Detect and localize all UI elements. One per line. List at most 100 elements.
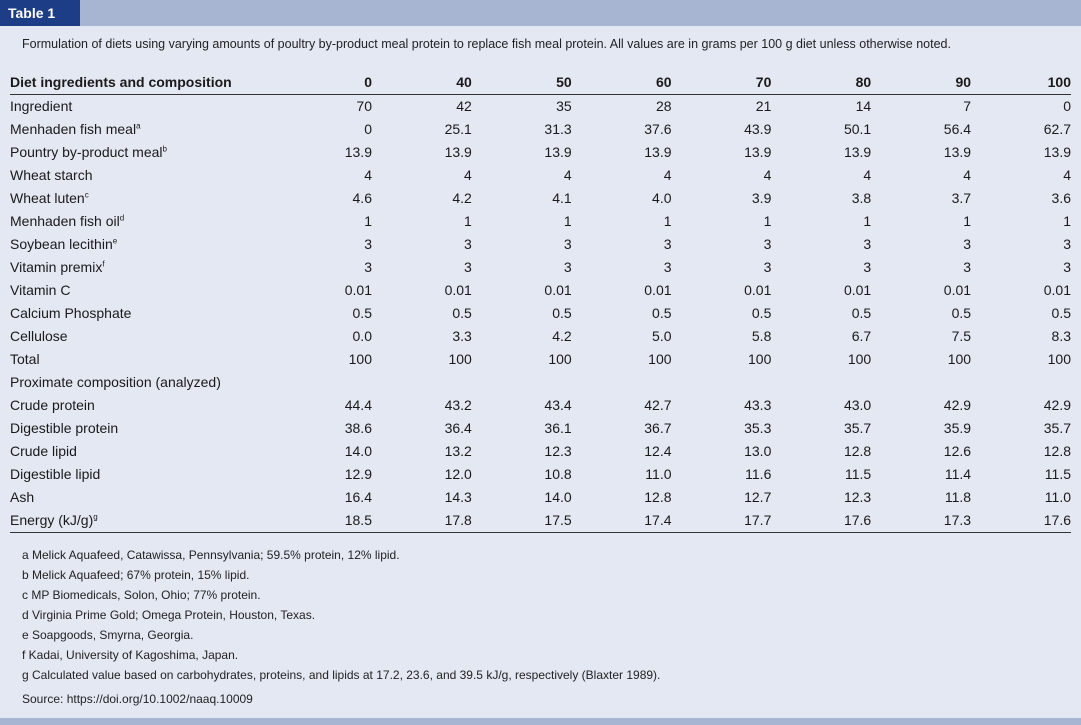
value-cell: 4 <box>464 167 472 183</box>
value-cell: 1 <box>663 213 672 229</box>
row-label: Cellulose <box>10 328 68 344</box>
value-cell: 0.01 <box>644 282 672 298</box>
table-body: Ingredient 70 42 35 28 21 14 7 0 Menhaden fish me… <box>10 95 1071 533</box>
value-cell: 4 <box>364 167 372 183</box>
footnote-marker: b <box>162 144 167 154</box>
value-cell: 18.5 <box>272 509 372 533</box>
table-row: Proximate composition (analyzed) <box>10 371 1071 394</box>
value-cell: 35 <box>556 98 572 114</box>
value-cell: 12.6 <box>943 443 972 459</box>
row-label: Soybean lecithin <box>10 236 113 252</box>
value-cell: 3 <box>563 236 572 252</box>
table-row: Calcium Phosphate 0.5 0.5 0.5 0.5 0.5 0.5 0.5 0.… <box>10 302 1071 325</box>
value-cell: 12.4 <box>644 443 672 459</box>
value-cell: 11.8 <box>944 489 972 505</box>
footnote-marker: a <box>136 121 141 131</box>
value-cell: 5.8 <box>751 328 772 344</box>
row-label: Energy (kJ/g) <box>10 512 94 528</box>
footnote: d Virginia Prime Gold; Omega Protein, Ho… <box>22 608 316 622</box>
value-cell <box>572 371 672 394</box>
value-cell: 7 <box>963 98 972 114</box>
value-cell: 0.01 <box>843 282 872 298</box>
table-row: Digestible lipid 12.9 12.0 10.8 11.0 11.6 11.5… <box>10 463 1071 486</box>
value-cell: 8.3 <box>1051 328 1071 344</box>
value-cell: 12.3 <box>544 443 572 459</box>
footnote-marker: d <box>119 213 125 223</box>
value-cell: 5.0 <box>652 328 672 344</box>
row-label-cell: Calcium Phosphate <box>10 302 272 325</box>
value-cell: 36.7 <box>644 420 672 436</box>
value-cell <box>272 371 372 394</box>
value-cell <box>871 371 971 394</box>
row-label: Crude protein <box>10 397 95 413</box>
value-cell: 36.4 <box>444 420 472 436</box>
column-header: 60 <box>571 71 672 95</box>
column-header: 90 <box>871 71 972 95</box>
value-cell: 35.7 <box>843 420 872 436</box>
value-cell: 100 <box>748 351 772 367</box>
value-cell: 25.1 <box>444 121 472 137</box>
value-cell: 42.9 <box>943 397 972 413</box>
table-row: Cellulose 0.0 3.3 4.2 5.0 5.8 6.7 7.5 8.3 <box>10 325 1071 348</box>
value-cell: 13.9 <box>544 144 572 160</box>
value-cell: 14.3 <box>444 489 472 505</box>
table-row: Wheat starch 4 4 4 4 4 4 4 4 <box>10 164 1071 187</box>
value-cell: 42.7 <box>644 397 672 413</box>
row-label: Crude lipid <box>10 443 77 459</box>
column-header: 100 <box>971 71 1071 95</box>
value-cell: 100 <box>548 351 572 367</box>
row-label: Total <box>10 351 40 367</box>
value-cell: 3 <box>763 259 772 275</box>
value-cell: 3 <box>1063 236 1071 252</box>
value-cell: 17.6 <box>971 509 1071 533</box>
table-row: Vitamin C 0.01 0.01 0.01 0.01 0.01 0.01 0.01 0.0… <box>10 279 1071 302</box>
row-label-cell: Digestible protein <box>10 417 272 440</box>
footnote-marker: g <box>93 512 98 522</box>
value-cell: 13.2 <box>444 443 472 459</box>
footnote-marker: e <box>112 236 118 246</box>
value-cell: 35.7 <box>1043 420 1071 436</box>
value-cell: 17.3 <box>871 509 972 533</box>
value-cell: 3 <box>863 236 872 252</box>
source-note: Source: https://doi.org/10.1002/naaq.100… <box>22 692 253 706</box>
value-cell: 42 <box>456 98 472 114</box>
value-cell: 17.7 <box>671 509 772 533</box>
value-cell: 100 <box>947 351 972 367</box>
value-cell: 4.2 <box>552 328 572 344</box>
column-header: 80 <box>771 71 872 95</box>
footnote-marker: c <box>84 190 89 200</box>
value-cell: 42.9 <box>1043 397 1071 413</box>
value-cell: 13.9 <box>444 144 472 160</box>
value-cell: 3 <box>863 259 872 275</box>
data-table: Diet ingredients and composition 0 40 50 60 7… <box>10 71 1071 533</box>
value-cell: 43.2 <box>444 397 472 413</box>
column-header: 0 <box>272 71 372 95</box>
value-cell: 0.5 <box>951 305 972 321</box>
value-cell: 13.0 <box>744 443 772 459</box>
row-label: Menhaden fish oil <box>10 213 120 229</box>
value-cell: 14 <box>855 98 872 114</box>
value-cell <box>672 371 772 394</box>
value-cell: 4.0 <box>652 190 672 206</box>
value-cell: 1 <box>364 213 372 229</box>
row-label: Proximate composition (analyzed) <box>10 374 221 390</box>
value-cell: 100 <box>847 351 872 367</box>
value-cell: 3.9 <box>751 190 772 206</box>
footer-bar <box>0 718 1081 725</box>
value-cell: 17.4 <box>571 509 672 533</box>
value-cell: 44.4 <box>344 397 372 413</box>
row-label-cell: Menhaden fish meala <box>10 118 272 141</box>
row-label: Vitamin premix <box>10 259 103 275</box>
row-label-cell: Digestible lipid <box>10 463 272 486</box>
value-cell <box>771 371 871 394</box>
row-label: Ash <box>10 489 35 505</box>
value-cell: 17.6 <box>771 509 872 533</box>
table-row: Menhaden fish meala 0 25.1 31.3 37.6 43.9 50.1… <box>10 118 1071 141</box>
value-cell: 0.01 <box>943 282 972 298</box>
value-cell: 3 <box>1063 259 1071 275</box>
value-cell: 12.8 <box>1043 443 1071 459</box>
value-cell: 4.1 <box>552 190 572 206</box>
row-label-cell: Ash <box>10 486 272 509</box>
value-cell: 62.7 <box>1043 121 1071 137</box>
value-cell: 11.0 <box>645 466 672 482</box>
